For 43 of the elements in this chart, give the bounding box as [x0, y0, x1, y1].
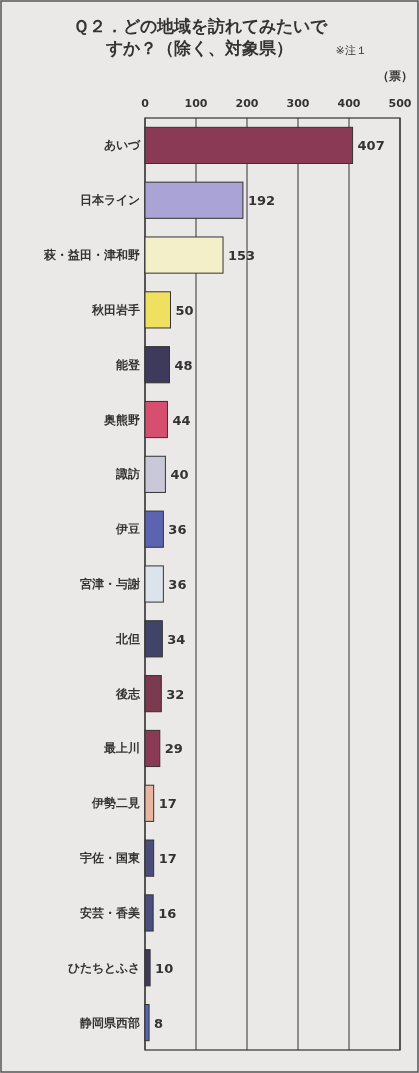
x-tick-label: 100 [184, 97, 208, 110]
y-tick-label: 諏訪 [115, 467, 140, 482]
y-tick-label: 北但 [115, 631, 140, 646]
data-label: 40 [170, 467, 189, 483]
y-tick-label: 萩・益田・津和野 [43, 248, 140, 263]
data-label: 153 [228, 248, 256, 264]
data-label: 17 [158, 796, 177, 812]
data-label: 17 [158, 851, 177, 867]
x-tick-label: 500 [388, 97, 412, 110]
x-axis-title: （票） [377, 69, 413, 83]
data-label: 34 [167, 631, 186, 647]
data-label: 32 [166, 686, 185, 702]
y-tick-label: 伊豆 [115, 522, 140, 537]
y-tick-label: 静岡県西部 [79, 1015, 140, 1030]
data-label: 44 [172, 412, 191, 428]
x-tick-label: 300 [286, 97, 310, 110]
y-tick-label: 秋田岩手 [91, 302, 140, 317]
y-tick-label: 最上川 [103, 741, 140, 756]
data-label: 36 [168, 522, 187, 538]
y-tick-label: 伊勢二見 [91, 796, 140, 811]
text: ※注１ [335, 44, 367, 57]
y-tick-label: 宇佐・国東 [80, 851, 141, 866]
y-tick-label: 宮津・与謝 [80, 577, 140, 591]
x-tick-label: 400 [337, 97, 361, 110]
data-label: 192 [247, 193, 276, 209]
data-label: 48 [174, 357, 193, 373]
y-tick-label: 日本ライン [80, 193, 140, 208]
data-label: 16 [158, 905, 177, 921]
data-label: 407 [357, 138, 385, 154]
data-label: 50 [175, 302, 194, 318]
chart-title: Ｑ２．どの地域を訪れてみたいですか？（除く、対象県） [72, 16, 328, 58]
y-tick-label: 安芸・香美 [80, 905, 140, 920]
x-tick-label: 0 [141, 97, 150, 110]
x-tick-label: 200 [235, 97, 259, 110]
y-tick-label: あいづ [104, 138, 141, 153]
y-tick-label: ひたちとふさ [68, 960, 140, 975]
y-tick-label: 能登 [116, 357, 141, 372]
data-label: 29 [164, 741, 183, 757]
data-label: 8 [154, 1015, 164, 1031]
data-label: 36 [168, 577, 187, 592]
y-tick-label: 奥熊野 [103, 412, 140, 427]
y-tick-label: 後志 [115, 686, 141, 701]
data-label: 10 [155, 960, 174, 976]
